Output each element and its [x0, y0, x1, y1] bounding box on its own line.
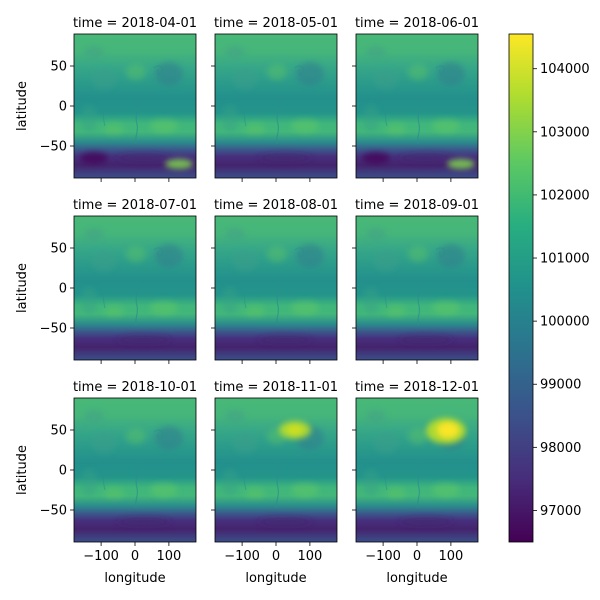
colorbar-frame [508, 33, 534, 543]
y-tick-label: −50 [40, 140, 67, 155]
heatmap-field [215, 398, 337, 542]
colorbar: 97000 98000 99000 100000 101000 102000 103000 1… [508, 33, 590, 543]
facet-panel: time = 2018-05-01 [211, 16, 338, 182]
x-axis-label: longitude [104, 571, 165, 586]
colorbar-tick-label: 104000 [540, 62, 590, 77]
facet-panel: time = 2018-08-01 [211, 198, 338, 364]
y-tick-label: 50 [50, 60, 67, 75]
colorbar-tick-label: 102000 [540, 188, 590, 203]
colorbar-tick-label: 103000 [540, 125, 590, 140]
y-tick-label: 0 [59, 100, 67, 115]
heatmap-field [356, 398, 478, 542]
heatmap-field [215, 34, 337, 178]
colorbar-gradient [509, 34, 533, 542]
y-tick-label: −50 [40, 504, 67, 519]
y-axis-label: latitude [15, 263, 30, 313]
x-tick-label: 0 [131, 549, 139, 564]
panel-title: time = 2018-10-01 [73, 380, 197, 395]
colorbar-tick-label: 101000 [540, 252, 590, 267]
facet-panel: time = 2018-09-01 [352, 198, 479, 364]
facet-panel: time = 2018-11-01 −100 0 100 longitude [211, 380, 338, 586]
colorbar-tick-label: 97000 [540, 504, 581, 519]
panel-title: time = 2018-09-01 [355, 198, 479, 213]
heatmap-field [356, 216, 478, 360]
heatmap-feature [426, 418, 466, 444]
colorbar-tick-label: 98000 [540, 441, 581, 456]
panel-title: time = 2018-08-01 [214, 198, 338, 213]
y-tick-label: 0 [59, 282, 67, 297]
panel-title: time = 2018-07-01 [73, 198, 197, 213]
y-tick-label: 0 [59, 464, 67, 479]
x-axis-label: longitude [386, 571, 447, 586]
x-tick-label: −100 [365, 549, 401, 564]
panel-title: time = 2018-12-01 [355, 380, 479, 395]
facet-panel: time = 2018-04-01 50 0 −50 latitude [15, 16, 197, 182]
heatmap-field [215, 216, 337, 360]
panel-title: time = 2018-06-01 [355, 16, 479, 31]
x-tick-label: 0 [272, 549, 280, 564]
heatmap-field [74, 398, 196, 542]
facet-panel: time = 2018-06-01 [352, 16, 479, 182]
x-tick-label: 100 [438, 549, 463, 564]
x-tick-label: −100 [224, 549, 260, 564]
colorbar-tick-label: 100000 [540, 315, 590, 330]
x-tick-label: 0 [413, 549, 421, 564]
facet-panel: time = 2018-07-01 50 0 −50 latitude [15, 198, 197, 364]
x-axis-label: longitude [245, 571, 306, 586]
heatmap-field [74, 216, 196, 360]
y-tick-label: −50 [40, 322, 67, 337]
y-axis-label: latitude [15, 445, 30, 495]
panel-title: time = 2018-04-01 [73, 16, 197, 31]
x-tick-label: 100 [156, 549, 181, 564]
x-tick-label: −100 [83, 549, 119, 564]
y-tick-label: 50 [50, 424, 67, 439]
facet-panel: time = 2018-12-01 −100 0 100 longitude [352, 380, 479, 586]
y-tick-label: 50 [50, 242, 67, 257]
facet-panel: time = 2018-10-01 50 0 −50 −100 0 100 latitude l… [15, 380, 197, 586]
heatmap-feature [279, 421, 311, 439]
panel-title: time = 2018-05-01 [214, 16, 338, 31]
panel-title: time = 2018-11-01 [214, 380, 338, 395]
y-axis-label: latitude [15, 81, 30, 131]
colorbar-tick-label: 99000 [540, 378, 581, 393]
x-tick-label: 100 [297, 549, 322, 564]
